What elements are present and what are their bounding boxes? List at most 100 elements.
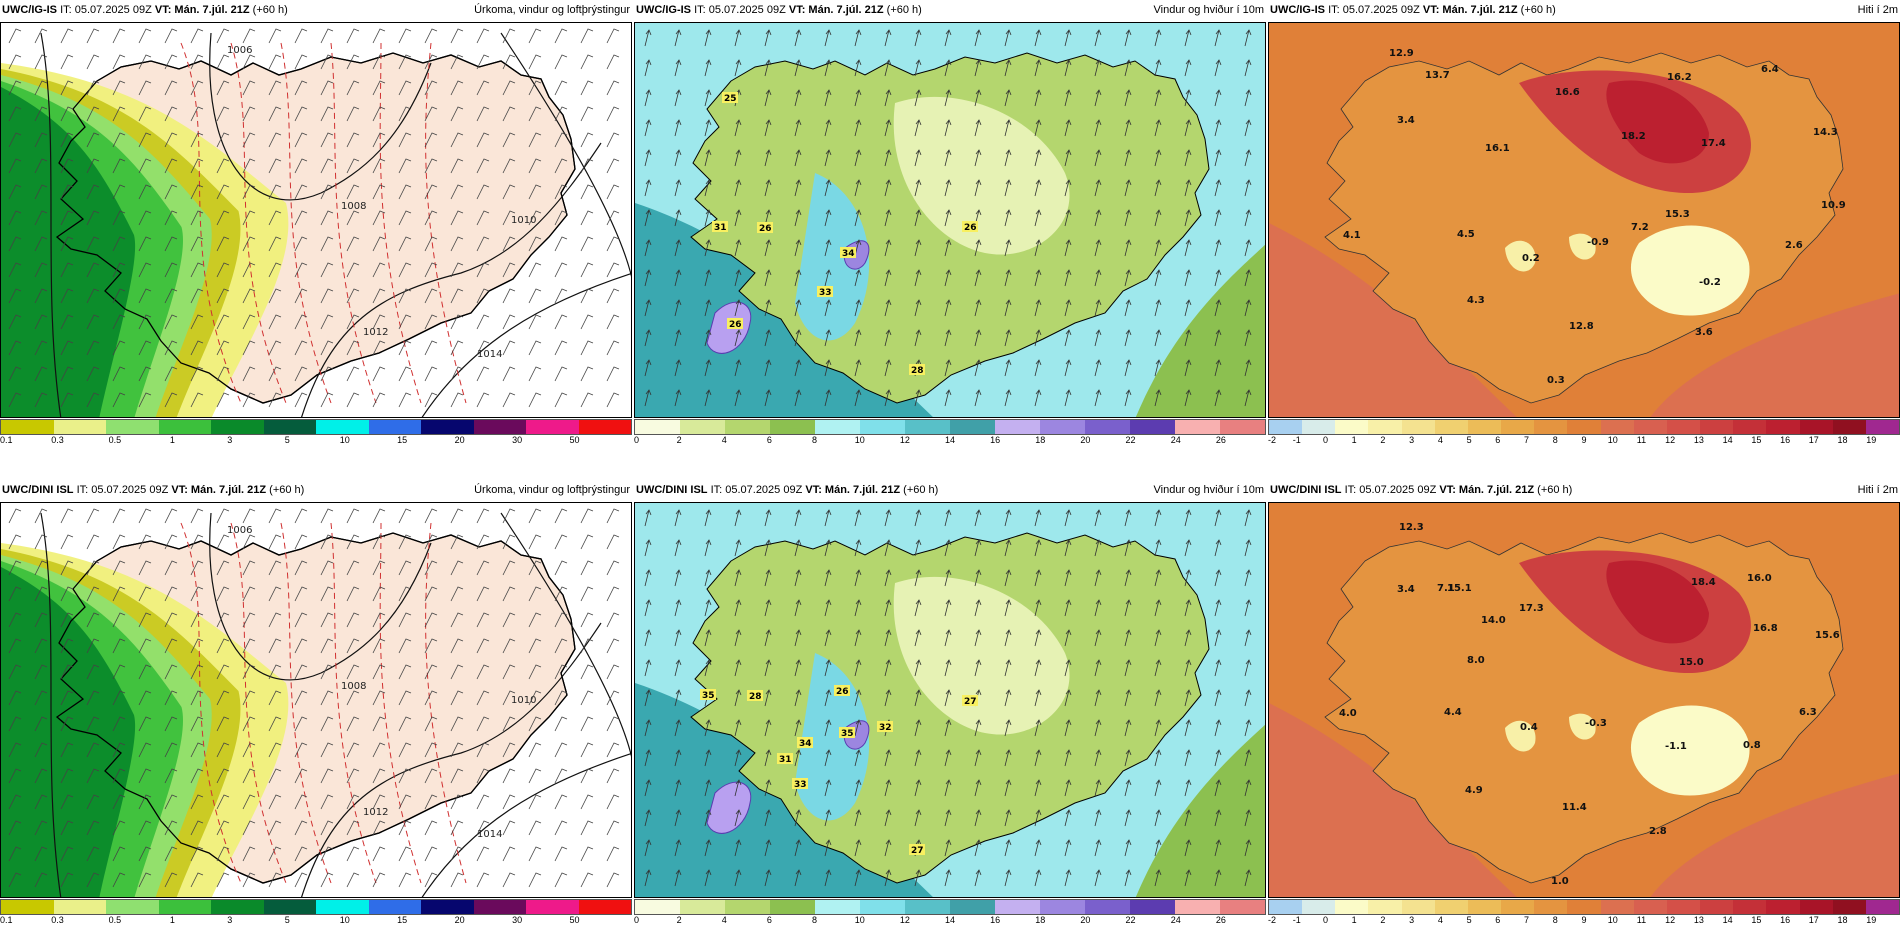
gust-label-box — [722, 92, 738, 103]
panel-title: Úrkoma, vindur og loftþrýstingur — [474, 484, 630, 496]
colorbar-tick-label: 6 — [766, 915, 772, 925]
isobar-label: 1006 — [227, 525, 252, 536]
temperature-label: 2.6 — [1785, 240, 1803, 251]
temperature-label: 10.9 — [1821, 200, 1846, 211]
temperature-label: 14.0 — [1481, 615, 1506, 626]
gust-label-box — [757, 222, 773, 233]
colorbar-swatch — [905, 420, 950, 434]
colorbar-swatch — [635, 420, 680, 434]
lead-time: (+60 h) — [269, 484, 305, 496]
map-area[interactable]: 12.3 3.4 7.1 18.4 16.0 15.1 17.3 14.0 16.8 15.6 8.… — [1268, 502, 1900, 898]
colorbar-swatch — [1467, 900, 1502, 914]
sea-temp-area — [1650, 773, 1899, 897]
colorbar-swatch — [263, 900, 316, 914]
cold-glacier-area — [1630, 705, 1750, 796]
lead-time: (+60 h) — [903, 484, 939, 496]
colorbar-swatch — [1534, 420, 1568, 434]
colorbar-labels: -2 -1 0 1 2 3 4 5 6 7 8 9 10 11 12 13 14 15 16 17 18 19 — [1268, 915, 1900, 927]
temperature-label: 16.2 — [1667, 72, 1692, 83]
colorbar-tick-label: 14 — [1722, 435, 1733, 445]
sea-temp-area — [1269, 703, 1517, 897]
panel-model-run: UWC/DINI ISL IT: 05.07.2025 09Z VT: Mán.… — [1270, 484, 1572, 496]
map-area[interactable]: 1006 1008 1010 1012 1014 — [0, 502, 632, 898]
temperature-label: 15.3 — [1665, 209, 1690, 220]
colorbar-swatch — [578, 900, 631, 914]
temperature-label: 18.2 — [1621, 131, 1646, 142]
colorbar-swatch — [725, 900, 770, 914]
colorbar-swatch — [860, 900, 905, 914]
isobar-line — [209, 512, 432, 681]
colorbar-tick-label: 16 — [1780, 915, 1791, 925]
lead-time: (+60 h) — [252, 4, 288, 16]
colorbar-swatches — [634, 899, 1266, 915]
colorbar-tick-label: 6 — [1495, 915, 1501, 925]
panel-model-run: UWC/IG-IS IT: 05.07.2025 09Z VT: Mán. 7.… — [2, 4, 288, 16]
wind-arrows — [644, 29, 1252, 407]
colorbar: 0 2 4 6 8 10 12 14 16 18 20 22 24 26 — [634, 419, 1266, 449]
colorbar-swatch — [1467, 420, 1502, 434]
colorbar-tick-label: 18 — [1035, 435, 1046, 445]
forecast-panel-temp: UWC/DINI ISL IT: 05.07.2025 09Z VT: Mán.… — [1268, 480, 1900, 945]
temperature-label: 16.0 — [1747, 573, 1772, 584]
isobar-line — [209, 32, 432, 201]
precip-area — [1, 87, 136, 417]
colorbar-tick-label: 9 — [1581, 435, 1587, 445]
map-area[interactable]: 1006 1008 1010 1012 1014 — [0, 22, 632, 418]
isobar-label: 1012 — [363, 327, 388, 338]
map-area[interactable]: 35 28 26 27 35 32 34 31 33 27 — [634, 502, 1266, 898]
gust-label: 28 — [749, 692, 762, 702]
colorbar-tick-label: 0 — [634, 435, 640, 445]
gust-label: 35 — [702, 691, 715, 701]
colorbar: -2 -1 0 1 2 3 4 5 6 7 8 9 10 11 12 13 14 15 16 17 18 19 — [1268, 899, 1900, 929]
colorbar-swatch — [106, 900, 159, 914]
isobar-line — [421, 753, 631, 897]
colorbar: -2 -1 0 1 2 3 4 5 6 7 8 9 10 11 12 13 14 15 16 17 18 19 — [1268, 419, 1900, 449]
colorbar-swatch — [635, 900, 680, 914]
colorbar-tick-label: 20 — [1080, 915, 1091, 925]
forecast-panel-wind: UWC/DINI ISL IT: 05.07.2025 09Z VT: Mán.… — [634, 480, 1266, 945]
colorbar-tick-label: 22 — [1125, 435, 1136, 445]
wind-arrows — [644, 509, 1252, 887]
colorbar-tick-label: 18 — [1035, 915, 1046, 925]
wind-barbs — [8, 508, 620, 888]
map-area[interactable]: 25 31 26 26 34 33 26 28 — [634, 22, 1266, 418]
gust-label: 34 — [799, 739, 812, 749]
temperature-label: 6.3 — [1799, 707, 1817, 718]
temperature-label: 16.1 — [1485, 143, 1510, 154]
colorbar-tick-label: 20 — [454, 435, 465, 445]
colorbar-tick-label: 14 — [944, 435, 956, 445]
gust-label-box — [747, 690, 763, 701]
colorbar-swatch — [473, 420, 526, 434]
colorbar-tick-label: 19 — [1866, 435, 1877, 445]
temperature-label: 15.0 — [1679, 657, 1704, 668]
forecast-panel-precip: UWC/IG-IS IT: 05.07.2025 09Z VT: Mán. 7.… — [0, 0, 632, 465]
forecast-panel-wind: UWC/IG-IS IT: 05.07.2025 09Z VT: Mán. 7.… — [634, 0, 1266, 465]
colorbar-labels: 0 2 4 6 8 10 12 14 16 18 20 22 24 26 — [634, 435, 1266, 447]
colorbar-tick-label: 20 — [1080, 435, 1091, 445]
colorbar-swatch — [1501, 900, 1535, 914]
temperature-label: 17.4 — [1701, 138, 1726, 149]
colorbar-swatch — [1865, 420, 1899, 434]
panel-title: Hiti í 2m — [1857, 4, 1898, 16]
colorbar-tick-label: 24 — [1170, 915, 1181, 925]
colorbar-tick-label: 4 — [721, 915, 727, 925]
colorbar-tick-label: 3 — [1409, 435, 1415, 445]
gust-label: 31 — [714, 223, 727, 233]
colorbar-tick-label: 15 — [397, 915, 408, 925]
map-area[interactable]: 12.9 13.7 16.2 6.4 3.4 16.6 18.2 14.3 16.1 17.4 10… — [1268, 22, 1900, 418]
colorbar-tick-label: 20 — [454, 915, 465, 925]
wind-zone-east — [1135, 244, 1265, 417]
temperature-label: -0.9 — [1587, 237, 1609, 248]
colorbar-swatch — [1799, 420, 1833, 434]
temperature-label: 0.8 — [1743, 740, 1761, 751]
colorbar-tick-label: 3 — [1409, 915, 1415, 925]
colorbar-swatch — [1175, 900, 1220, 914]
colorbar-swatch — [1175, 420, 1220, 434]
isobar-line — [40, 512, 62, 897]
colorbar-swatch — [1401, 900, 1435, 914]
colorbar-swatch — [53, 420, 106, 434]
temp-contour — [280, 42, 332, 404]
isobar-label: 1008 — [341, 681, 366, 692]
hot-area — [1606, 80, 1709, 164]
panel-title: Vindur og hviður í 10m — [1153, 4, 1264, 16]
